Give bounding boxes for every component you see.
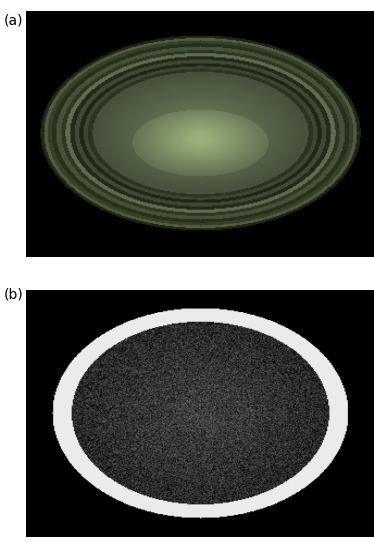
Text: (b): (b) xyxy=(4,287,24,301)
Text: (a): (a) xyxy=(4,14,23,28)
